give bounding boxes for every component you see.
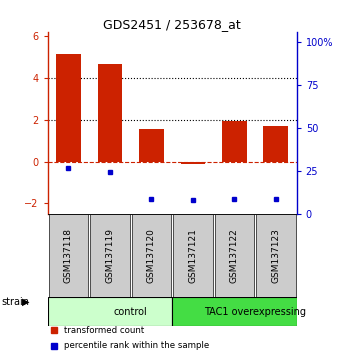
Text: percentile rank within the sample: percentile rank within the sample bbox=[64, 341, 209, 350]
Bar bbox=[132, 214, 172, 297]
Text: GSM137119: GSM137119 bbox=[105, 228, 115, 283]
Text: GSM137118: GSM137118 bbox=[64, 228, 73, 283]
Bar bbox=[214, 214, 254, 297]
Text: control: control bbox=[114, 307, 148, 316]
Text: GSM137121: GSM137121 bbox=[189, 228, 197, 283]
Bar bbox=[172, 297, 297, 326]
Bar bbox=[48, 214, 88, 297]
Bar bbox=[264, 126, 288, 162]
Text: ▶: ▶ bbox=[22, 297, 30, 307]
Text: transformed count: transformed count bbox=[64, 326, 144, 335]
Text: GSM137123: GSM137123 bbox=[271, 228, 280, 283]
Text: TAC1 overexpressing: TAC1 overexpressing bbox=[204, 307, 306, 316]
Bar bbox=[90, 214, 130, 297]
Bar bbox=[98, 64, 122, 162]
Text: strain: strain bbox=[2, 297, 30, 307]
Bar bbox=[256, 214, 296, 297]
Text: GSM137122: GSM137122 bbox=[230, 228, 239, 283]
Title: GDS2451 / 253678_at: GDS2451 / 253678_at bbox=[103, 18, 241, 31]
Bar bbox=[56, 54, 81, 162]
Bar bbox=[173, 214, 213, 297]
Bar bbox=[222, 121, 247, 162]
Bar bbox=[139, 129, 164, 162]
Text: GSM137120: GSM137120 bbox=[147, 228, 156, 283]
Bar bbox=[180, 162, 205, 164]
Bar bbox=[48, 297, 172, 326]
